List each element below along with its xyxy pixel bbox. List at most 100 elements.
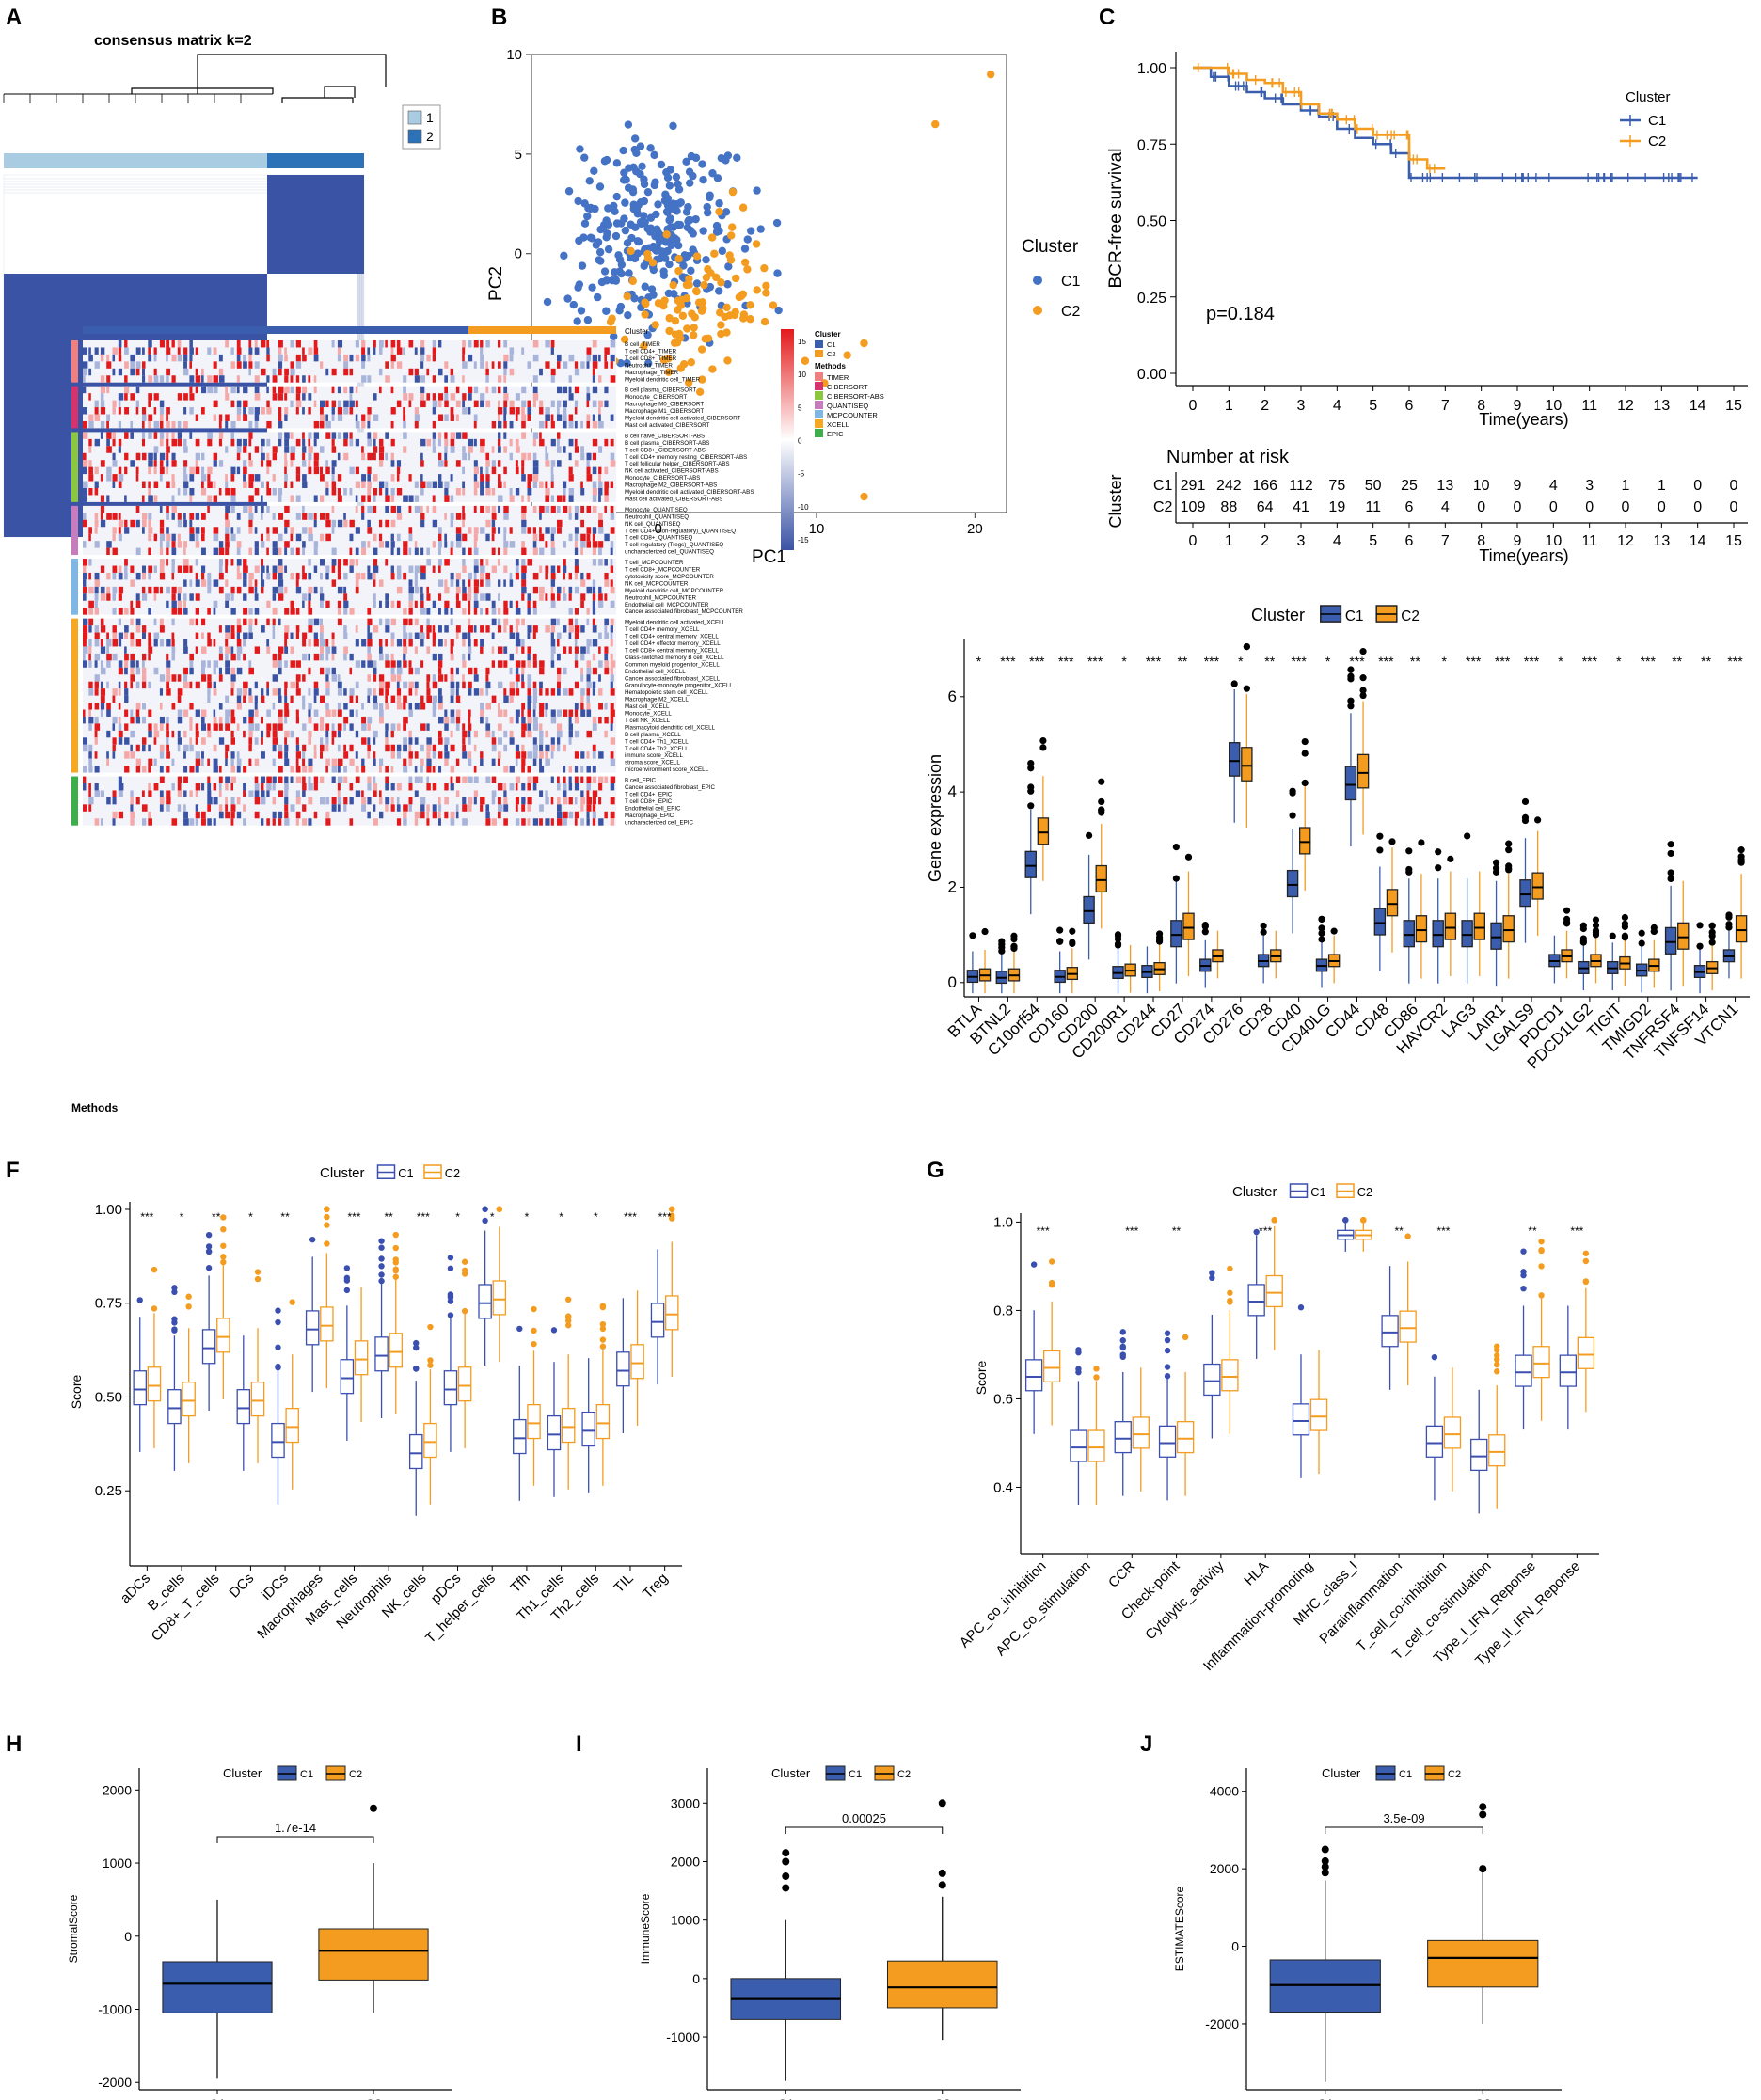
heatmap-cell [254, 608, 260, 615]
heatmap-cell [254, 488, 260, 496]
heatmap-cell [349, 695, 354, 703]
heatmap-cell [414, 481, 419, 488]
heatmap-cell [491, 695, 497, 703]
heatmap-cell [545, 565, 549, 573]
heatmap-cell [261, 565, 265, 573]
heatmap-cell [148, 790, 152, 797]
outlier-point [1230, 680, 1238, 687]
heatmap-cell [124, 625, 129, 633]
box-c1 [201, 1329, 216, 1365]
heatmap-cell [118, 420, 122, 429]
heatmap-cell [302, 776, 306, 783]
heatmap-cell [308, 716, 312, 724]
method-annotation-bar [71, 559, 78, 615]
heatmap-cell [604, 618, 610, 626]
heatmap-cell [278, 579, 284, 587]
heatmap-cell [568, 723, 574, 731]
box-c2 [250, 1382, 265, 1417]
heatmap-cell [266, 407, 272, 415]
heatmap-cell [236, 758, 242, 766]
heatmap-cell [408, 703, 413, 710]
legend-title: Cluster [1022, 237, 1079, 257]
heatmap-cell [88, 559, 92, 566]
outlier-point [1347, 666, 1355, 673]
point-c2 [762, 281, 770, 291]
heatmap-cell [243, 438, 247, 447]
method-annotation-bar [71, 432, 78, 502]
point-c2 [685, 275, 693, 283]
outlier-point [1030, 1261, 1038, 1268]
heatmap-cell [503, 368, 507, 376]
heatmap-cell [153, 667, 159, 675]
heatmap-cell [379, 766, 382, 773]
heatmap-cell [462, 723, 466, 731]
heatmap-cell [592, 505, 597, 513]
point-c2 [843, 351, 851, 359]
heatmap-cell [325, 481, 329, 488]
risk-x-tick-label: 6 [1405, 533, 1414, 549]
box-c2 [354, 1340, 369, 1376]
outlier-point [1039, 744, 1047, 751]
heatmap-cell [379, 340, 384, 348]
heatmap-cell [426, 688, 431, 696]
heatmap-cell [580, 420, 583, 429]
heatmap-cell [592, 818, 596, 826]
heatmap-cell [135, 625, 141, 633]
heatmap-cell [106, 586, 111, 594]
heatmap-cell [272, 541, 278, 548]
heatmap-cell [171, 653, 175, 661]
heatmap-cell [278, 420, 283, 429]
heatmap-cell [278, 593, 284, 601]
heatmap-cell [355, 414, 358, 421]
heatmap-cell [230, 674, 236, 682]
heatmap-cell [450, 783, 454, 791]
heatmap-cell [343, 688, 347, 696]
heatmap-cell [557, 730, 563, 738]
outlier-point [531, 1305, 537, 1313]
heatmap-cell [468, 797, 473, 805]
heatmap-cell [408, 709, 413, 717]
heatmap-cell [148, 432, 152, 439]
outlier-point [1592, 916, 1600, 924]
heatmap-cell [509, 572, 513, 580]
heatmap-cell [385, 804, 389, 812]
heatmap-cell [135, 474, 139, 482]
heatmap-cell [207, 804, 212, 812]
heatmap-cell [450, 776, 453, 783]
heatmap-cell [491, 466, 497, 475]
heatmap-cell [598, 632, 602, 639]
heatmap-cell [302, 407, 305, 415]
heatmap-cell [195, 737, 198, 745]
heatmap-cell [473, 586, 479, 594]
heatmap-cell [278, 393, 283, 401]
heatmap-cell [455, 533, 462, 542]
heatmap-cell [201, 565, 206, 573]
heatmap-cell [248, 547, 253, 556]
heatmap-cell [166, 466, 169, 475]
point-c1 [619, 176, 628, 184]
heatmap-cell [295, 361, 302, 369]
heatmap-cell [94, 527, 98, 534]
heatmap-cell [396, 488, 403, 496]
heatmap-cell [373, 804, 376, 812]
heatmap-cell [88, 414, 94, 421]
point-c1 [564, 187, 574, 196]
heatmap-cell [574, 709, 579, 717]
heatmap-cell [355, 386, 358, 394]
heatmap-cell [183, 593, 187, 601]
heatmap-cell [183, 639, 188, 647]
heatmap-row-label: Macrophage M2_XCELL [625, 697, 689, 703]
heatmap-cell [503, 527, 507, 534]
heatmap-cell [532, 744, 538, 752]
heatmap-cell [568, 716, 572, 724]
heatmap-cell [521, 474, 526, 482]
heatmap-cell [462, 354, 465, 362]
heatmap-cell [462, 481, 466, 488]
heatmap-cell [195, 375, 201, 383]
heatmap-cell [230, 688, 234, 696]
heatmap-cell [390, 572, 395, 580]
risk-value: 242 [1216, 478, 1242, 494]
outlier-point [1494, 1352, 1500, 1359]
heatmap-cell [295, 797, 301, 805]
heatmap-cell [468, 709, 471, 717]
